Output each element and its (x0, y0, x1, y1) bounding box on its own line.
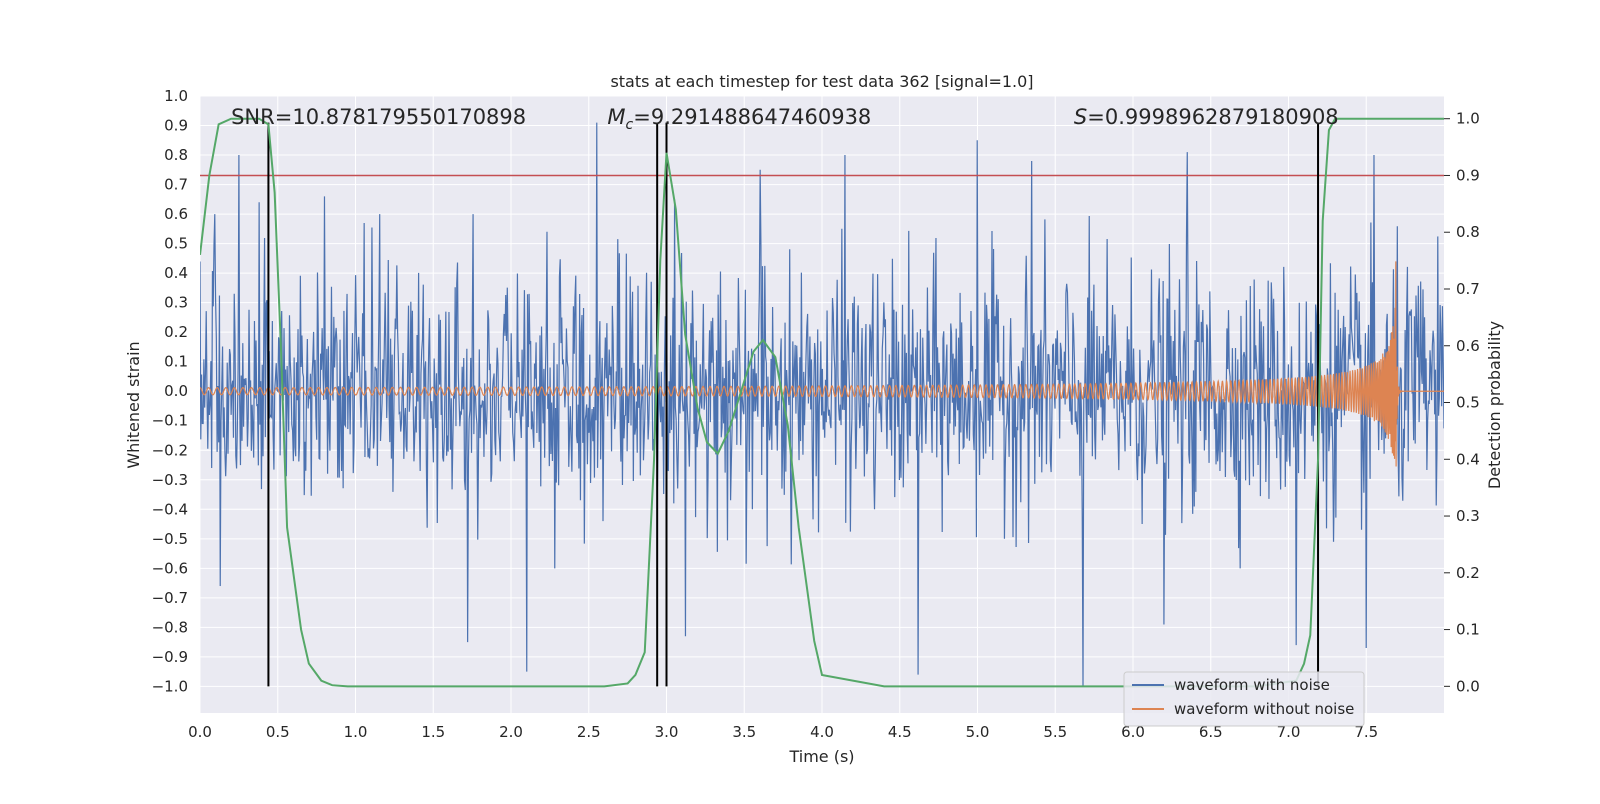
y-left-tick-label: −0.6 (152, 559, 188, 577)
y-left-tick-label: 0.0 (164, 382, 188, 400)
annotation-snr-prefix: SNR= (231, 105, 292, 129)
y-left-tick-label: −0.3 (152, 471, 188, 489)
x-tick-label: 6.0 (1121, 723, 1145, 741)
y-left-tick-label: 0.4 (164, 264, 188, 282)
series-waveform-without-noise (200, 261, 1444, 467)
y-left-tick-label: −0.2 (152, 441, 188, 459)
legend-label-noise: waveform with noise (1174, 676, 1330, 694)
annotation-mc-subscript: c (626, 117, 634, 133)
annotation-chirp-mass: Mc=9.291488647460938 (607, 105, 871, 133)
y-right-axis-ticks: 0.0 0.1 0.2 0.3 0.4 0.5 0.6 0.7 0.8 0.9 1.0 (1444, 110, 1480, 695)
x-tick-label: 3.5 (732, 723, 756, 741)
x-tick-label: 2.5 (577, 723, 601, 741)
y-left-axis-ticks: −1.0 −0.9 −0.8 −0.7 −0.6 −0.5 −0.4 −0.3 −0.2 −0.1… (152, 87, 188, 695)
x-tick-label: 4.5 (888, 723, 912, 741)
y-right-tick-label: 0.8 (1456, 223, 1480, 241)
x-tick-label: 2.0 (499, 723, 523, 741)
annotation-mc-eq: = (633, 105, 651, 129)
y-left-tick-label: 0.7 (164, 176, 188, 194)
y-left-tick-label: −0.4 (152, 500, 188, 518)
y-left-tick-label: −0.9 (152, 648, 188, 666)
legend-box (1123, 671, 1365, 727)
legend-label-clean: waveform without noise (1174, 700, 1354, 718)
x-tick-label: 5.0 (966, 723, 990, 741)
noise-waveform-path (200, 122, 1444, 687)
annotation-mc-value: 9.291488647460938 (651, 105, 871, 129)
y-right-tick-label: 0.6 (1456, 337, 1480, 355)
y-left-axis-label: Whitened strain (124, 341, 143, 468)
vertical-markers (267, 122, 1320, 687)
y-left-tick-label: 1.0 (164, 87, 188, 105)
x-tick-label: 0.5 (266, 723, 290, 741)
x-axis-ticks: 0.0 0.5 1.0 1.5 2.0 2.5 3.0 3.5 4.0 4.5 5.0 5.5 6.0 6… (188, 723, 1378, 741)
y-right-tick-label: 0.4 (1456, 450, 1480, 468)
annotation-s-eq: = (1087, 105, 1105, 129)
x-tick-label: 1.0 (344, 723, 368, 741)
x-tick-label: 7.0 (1277, 723, 1301, 741)
x-tick-label: 0.0 (188, 723, 212, 741)
clean-waveform-path (200, 261, 1444, 467)
y-right-axis-label: Detection probability (1485, 321, 1504, 489)
x-tick-label: 1.5 (421, 723, 445, 741)
stat-annotations: SNR=10.878179550170898 Mc=9.291488647460… (231, 105, 1339, 133)
y-right-tick-label: 0.1 (1456, 621, 1480, 639)
annotation-s-value: 0.9998962879180908 (1105, 105, 1339, 129)
y-right-tick-label: 0.3 (1456, 507, 1480, 525)
y-left-tick-label: −0.1 (152, 412, 188, 430)
y-right-tick-label: 1.0 (1456, 110, 1480, 128)
series-waveform-with-noise (200, 122, 1444, 687)
x-axis-label: Time (s) (788, 747, 854, 766)
y-left-tick-label: 0.9 (164, 117, 188, 135)
y-left-tick-label: 0.5 (164, 235, 188, 253)
y-right-tick-label: 0.0 (1456, 677, 1480, 695)
y-left-tick-label: 0.6 (164, 205, 188, 223)
y-right-tick-label: 0.7 (1456, 280, 1480, 298)
y-left-tick-label: 0.8 (164, 146, 188, 164)
y-left-tick-label: −0.8 (152, 618, 188, 636)
y-left-tick-label: 0.3 (164, 294, 188, 312)
x-tick-label: 4.0 (810, 723, 834, 741)
y-right-tick-label: 0.2 (1456, 564, 1480, 582)
annotation-mc-symbol: M (607, 105, 625, 129)
y-left-tick-label: −0.5 (152, 530, 188, 548)
annotation-snr: SNR=10.878179550170898 (231, 105, 526, 129)
x-tick-label: 5.5 (1043, 723, 1067, 741)
x-tick-label: 6.5 (1199, 723, 1223, 741)
y-left-tick-label: 0.1 (164, 353, 188, 371)
y-right-tick-label: 0.9 (1456, 166, 1480, 184)
y-left-tick-label: −0.7 (152, 589, 188, 607)
annotation-s-symbol: S (1074, 105, 1087, 129)
x-tick-label: 3.0 (655, 723, 679, 741)
annotation-snr-value: 10.878179550170898 (292, 105, 526, 129)
y-right-tick-label: 0.5 (1456, 394, 1480, 412)
chart-title: stats at each timestep for test data 362… (610, 72, 1033, 91)
legend: waveform with noise waveform without noi… (1123, 671, 1365, 727)
annotation-s: S=0.9998962879180908 (1074, 105, 1339, 129)
y-left-tick-label: 0.2 (164, 323, 188, 341)
x-tick-label: 7.5 (1354, 723, 1378, 741)
y-left-tick-label: −1.0 (152, 677, 188, 695)
